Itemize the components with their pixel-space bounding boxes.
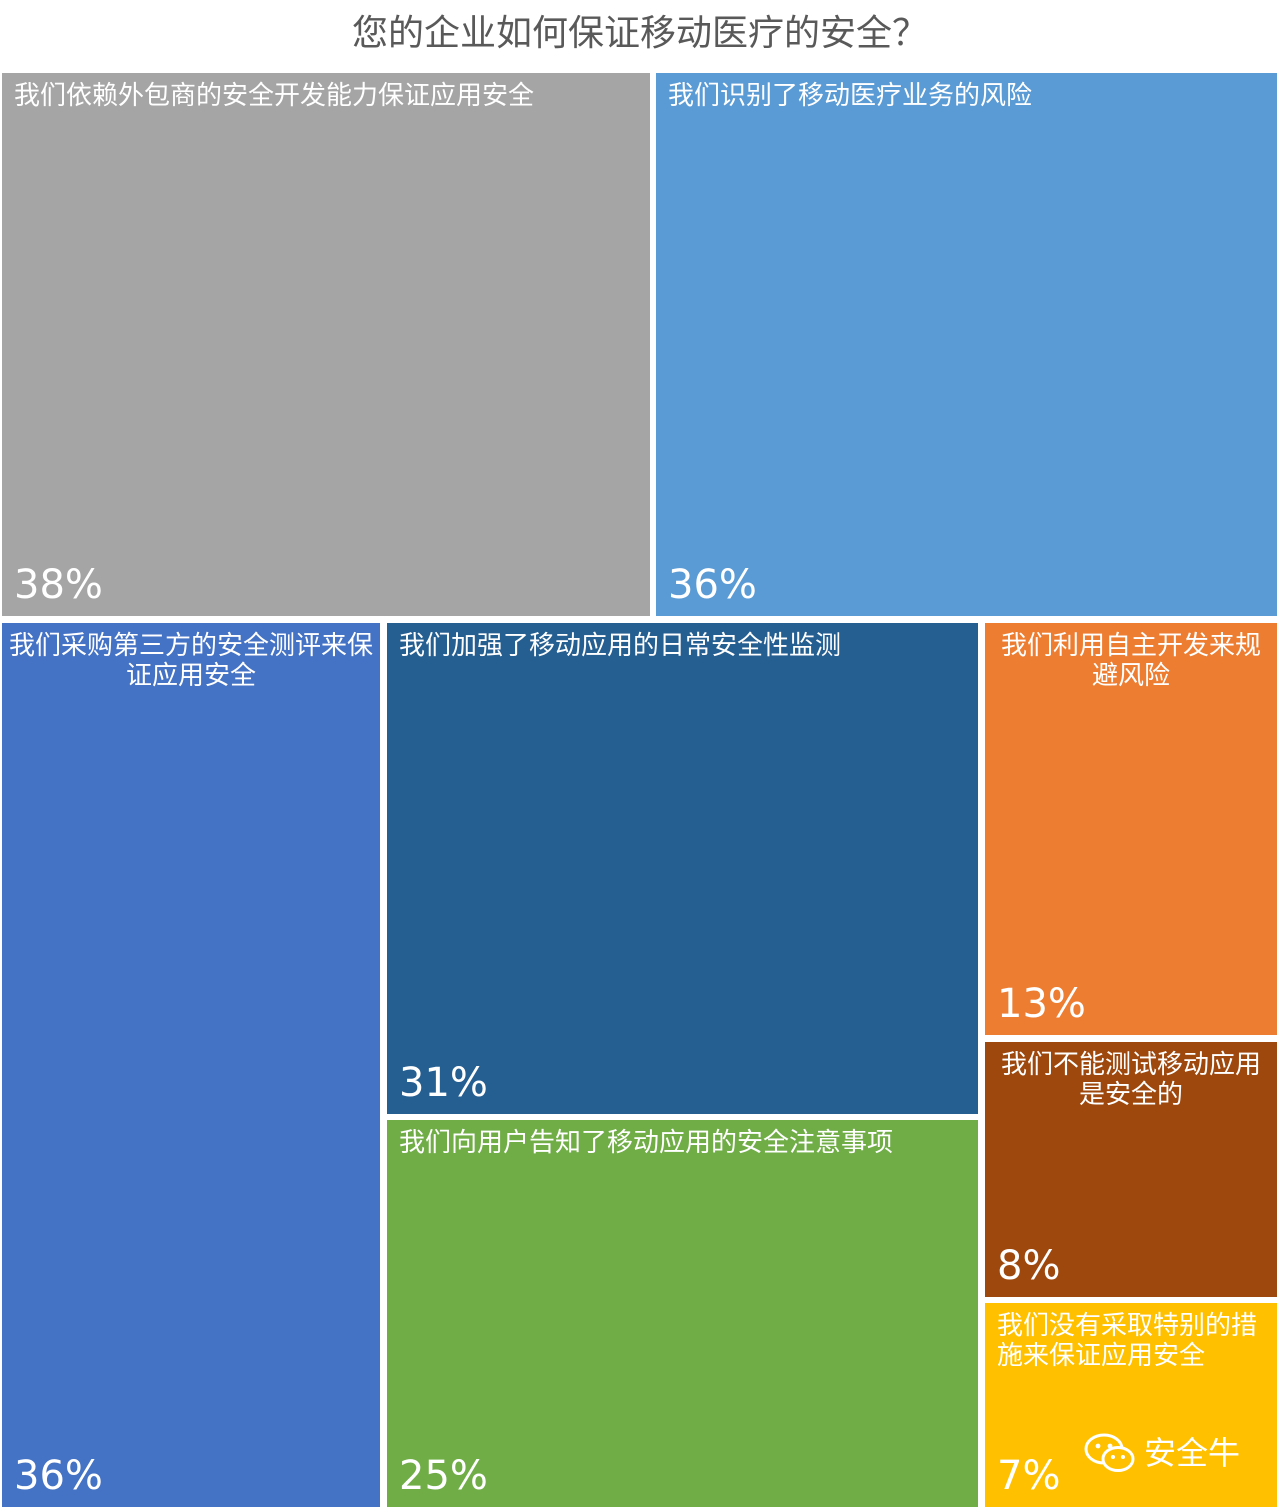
treemap-tile: 我们依赖外包商的安全开发能力保证应用安全 38% — [2, 73, 650, 616]
watermark-text: 安全牛 — [1143, 1434, 1240, 1472]
treemap-tile: 我们加强了移动应用的日常安全性监测 31% — [387, 623, 978, 1114]
tile-value: 7% — [997, 1453, 1061, 1499]
wechat-icon — [1084, 1433, 1135, 1472]
tile-label: 我们向用户告知了移动应用的安全注意事项 — [399, 1128, 894, 1158]
treemap-tile: 我们采购第三方的安全测评来保证应用安全 36% — [2, 623, 380, 1507]
tile-label: 我们没有采取特别的措施来保证应用安全 — [997, 1311, 1258, 1371]
tile-value: 36% — [668, 562, 757, 608]
tile-value: 31% — [399, 1060, 488, 1106]
treemap-tile: 我们向用户告知了移动应用的安全注意事项 25% — [387, 1120, 978, 1507]
tile-label: 我们不能测试移动应用是安全的 — [1000, 1050, 1261, 1110]
tile-value: 36% — [14, 1453, 103, 1499]
watermark: 安全牛 — [1084, 1428, 1240, 1478]
treemap-tile: 我们不能测试移动应用是安全的 8% — [985, 1042, 1277, 1297]
chart-title: 您的企业如何保证移动医疗的安全？ — [351, 13, 928, 54]
tile-label: 我们依赖外包商的安全开发能力保证应用安全 — [14, 81, 535, 111]
tile-value: 13% — [997, 981, 1086, 1027]
treemap-tile: 我们没有采取特别的措施来保证应用安全 7% — [985, 1303, 1277, 1507]
tile-label: 我们加强了移动应用的日常安全性监测 — [399, 631, 842, 661]
tile-label: 我们采购第三方的安全测评来保证应用安全 — [8, 631, 373, 691]
tile-value: 38% — [14, 562, 103, 608]
tile-label: 我们识别了移动医疗业务的风险 — [668, 81, 1033, 111]
treemap-tile: 我们识别了移动医疗业务的风险 36% — [656, 73, 1277, 616]
tile-label: 我们利用自主开发来规避风险 — [1000, 631, 1261, 691]
treemap-tile: 我们利用自主开发来规避风险 13% — [985, 623, 1277, 1035]
tile-value: 8% — [997, 1243, 1061, 1289]
tile-value: 25% — [399, 1453, 488, 1499]
